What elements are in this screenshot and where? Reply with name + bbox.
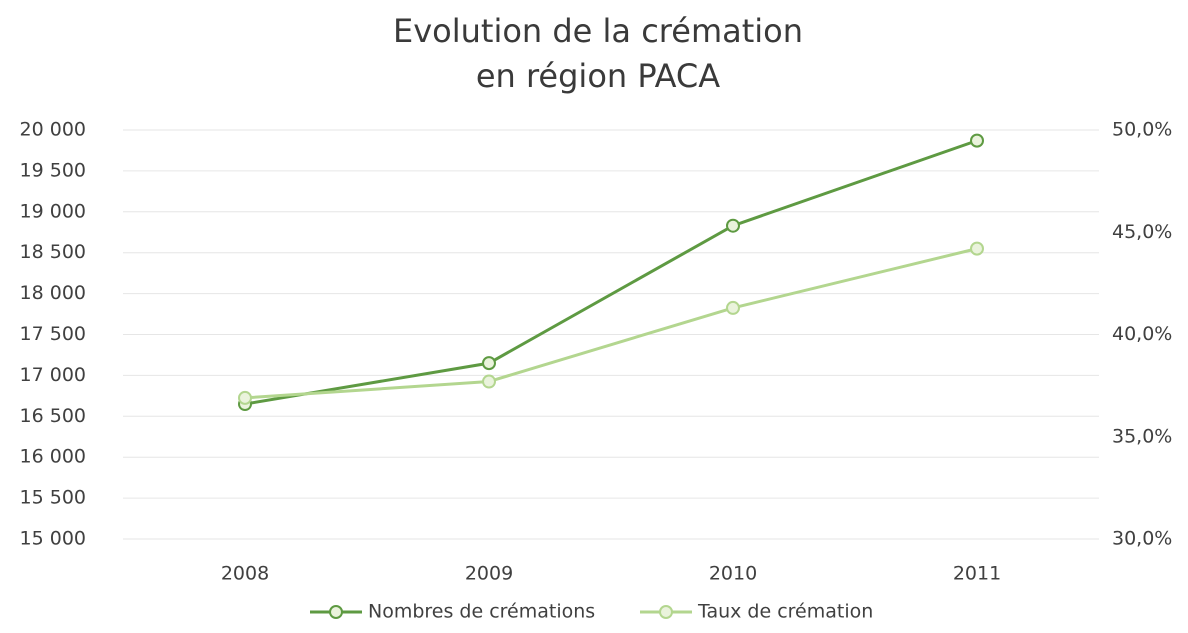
legend-marker bbox=[659, 605, 673, 619]
legend-marker bbox=[329, 605, 343, 619]
data-point bbox=[970, 241, 984, 256]
y-tick-label: 16 000 bbox=[20, 446, 86, 468]
y-tick-label: 16 500 bbox=[20, 405, 86, 427]
y-tick-label: 15 500 bbox=[20, 487, 86, 509]
x-tick-label: 2008 bbox=[221, 563, 269, 585]
y-tick-label: 15 000 bbox=[20, 528, 86, 550]
x-tick-label: 2010 bbox=[709, 563, 757, 585]
y-tick-label: 19 000 bbox=[20, 200, 86, 222]
y2-tick-label: 50,0% bbox=[1112, 119, 1172, 141]
y-tick-label: 17 500 bbox=[20, 323, 86, 345]
data-point bbox=[726, 218, 740, 233]
y-tick-label: 19 500 bbox=[20, 159, 86, 181]
y2-tick-label: 40,0% bbox=[1112, 323, 1172, 345]
data-point bbox=[238, 390, 252, 405]
x-tick-label: 2011 bbox=[953, 563, 1001, 585]
x-tick-label: 2009 bbox=[465, 563, 513, 585]
y2-tick-label: 35,0% bbox=[1112, 425, 1172, 447]
chart-title: Evolution de la crémation bbox=[393, 12, 803, 50]
y2-tick-label: 30,0% bbox=[1112, 528, 1172, 550]
y-tick-label: 17 000 bbox=[20, 364, 86, 386]
data-point bbox=[970, 133, 984, 148]
y-tick-label: 18 000 bbox=[20, 282, 86, 304]
series-line bbox=[244, 247, 978, 400]
data-point bbox=[482, 356, 496, 371]
y-tick-label: 18 500 bbox=[20, 241, 86, 263]
data-point bbox=[482, 374, 496, 389]
chart-title: en région PACA bbox=[476, 57, 720, 95]
series-line bbox=[244, 139, 978, 406]
data-point bbox=[726, 300, 740, 315]
y2-tick-label: 45,0% bbox=[1112, 221, 1172, 243]
legend-label: Taux de crémation bbox=[697, 601, 873, 623]
legend-label: Nombres de crémations bbox=[368, 601, 595, 623]
y-tick-label: 20 000 bbox=[20, 119, 86, 141]
